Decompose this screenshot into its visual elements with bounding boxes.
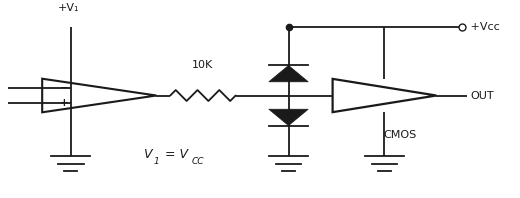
Polygon shape: [269, 66, 308, 82]
Text: 10K: 10K: [192, 60, 214, 70]
Text: +Vᴄᴄ: +Vᴄᴄ: [467, 22, 500, 32]
Text: = V: = V: [162, 148, 188, 161]
Text: OUT: OUT: [470, 90, 493, 101]
Text: +: +: [59, 98, 68, 108]
Text: 1: 1: [154, 157, 160, 166]
Text: V: V: [144, 148, 152, 161]
Text: +V₁: +V₁: [57, 3, 79, 13]
Text: −: −: [59, 83, 68, 93]
Text: CC: CC: [191, 157, 204, 166]
Polygon shape: [269, 109, 308, 126]
Text: CMOS: CMOS: [383, 130, 417, 140]
